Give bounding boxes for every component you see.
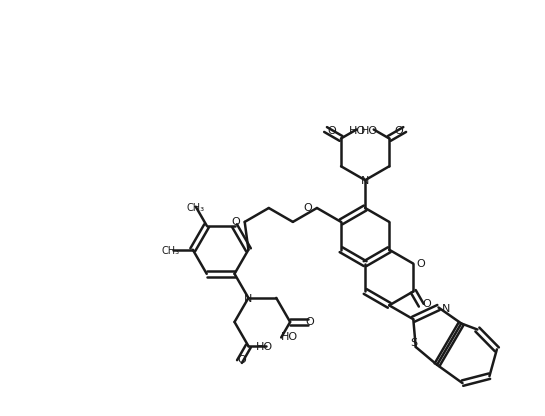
Text: O: O xyxy=(394,126,403,136)
Text: N: N xyxy=(361,176,370,186)
Text: O: O xyxy=(423,299,432,309)
Text: N: N xyxy=(443,305,451,314)
Text: N: N xyxy=(244,294,253,304)
Text: HO: HO xyxy=(256,342,273,352)
Text: S: S xyxy=(410,338,417,348)
Text: O: O xyxy=(231,217,240,227)
Text: O: O xyxy=(237,354,246,364)
Text: O: O xyxy=(328,126,336,136)
Text: CH₃: CH₃ xyxy=(187,203,205,213)
Text: HO: HO xyxy=(349,126,366,136)
Text: HO: HO xyxy=(360,126,378,136)
Text: HO: HO xyxy=(281,332,298,342)
Text: O: O xyxy=(416,259,425,269)
Text: O: O xyxy=(303,203,312,213)
Text: CH₃: CH₃ xyxy=(162,246,180,256)
Text: O: O xyxy=(306,317,314,327)
